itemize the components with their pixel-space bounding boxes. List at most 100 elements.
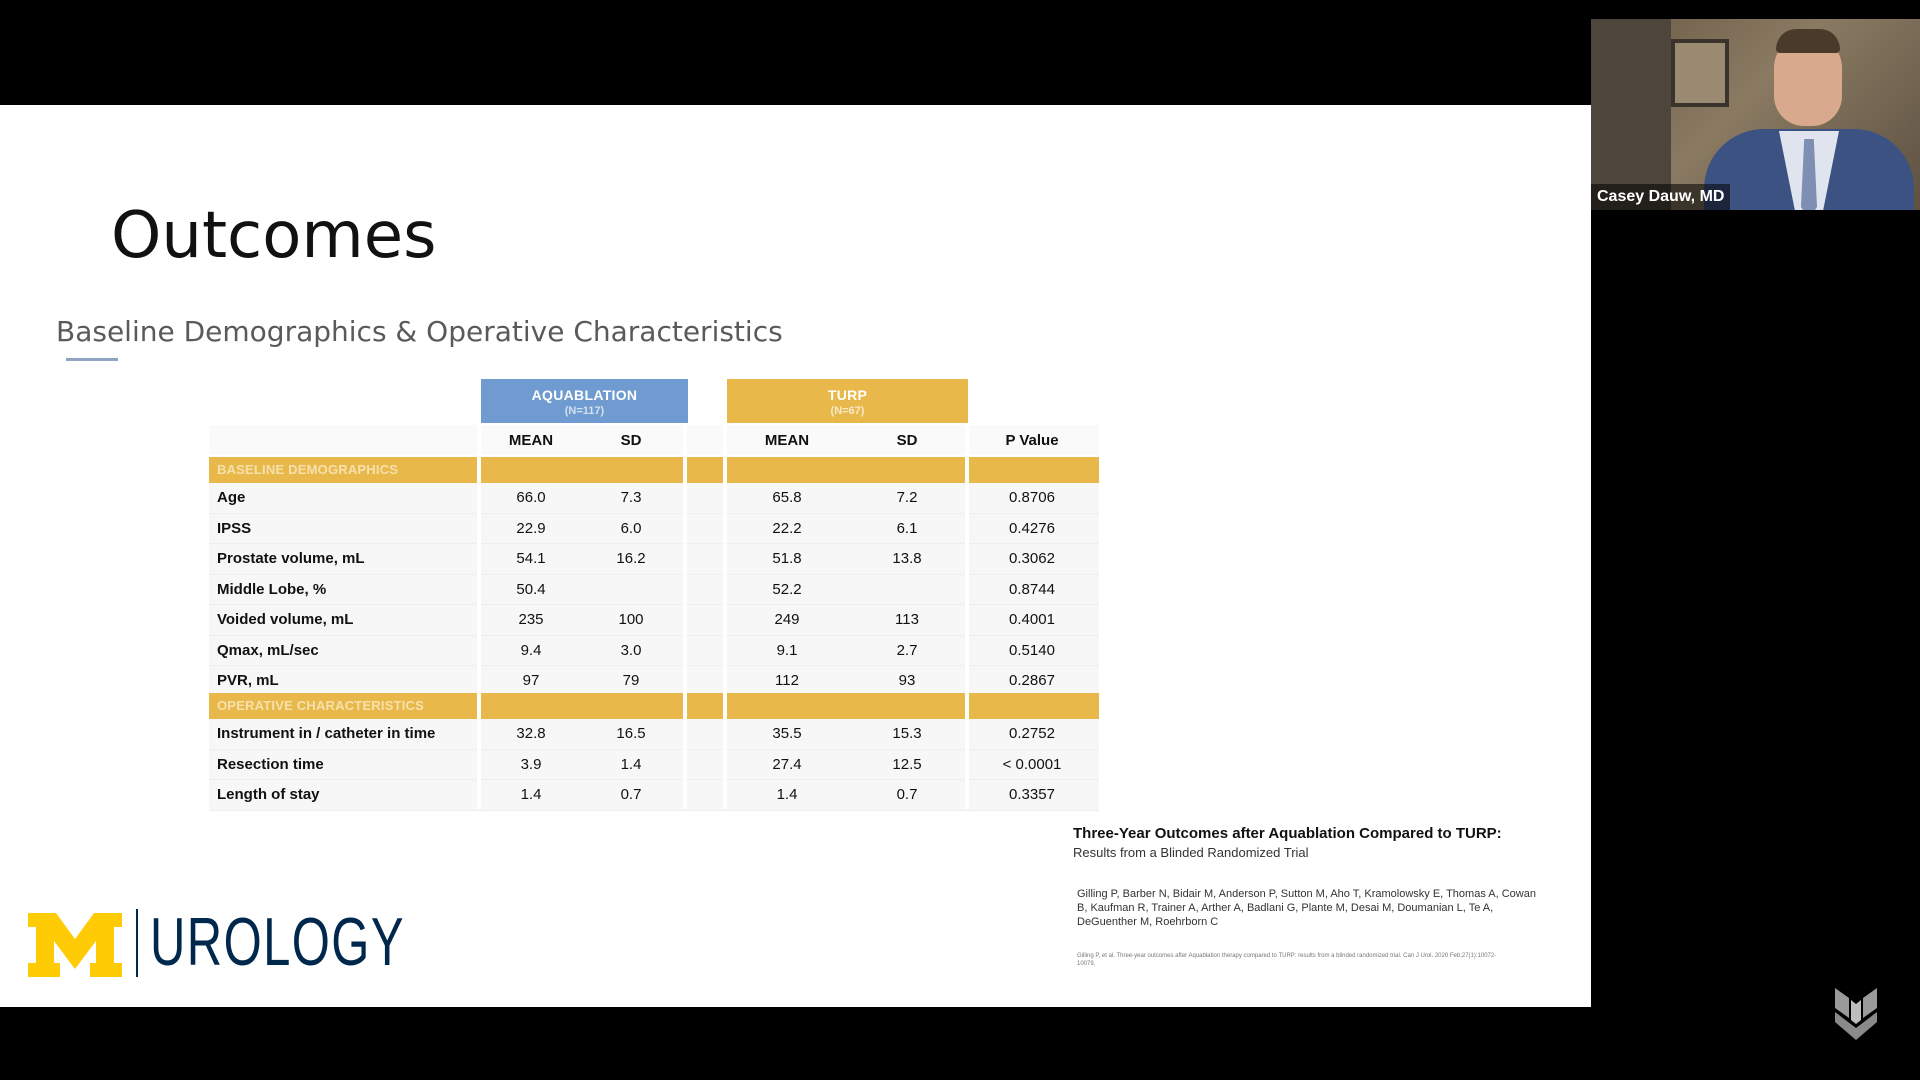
column-header: SD <box>620 431 642 449</box>
subtitle-underline <box>66 358 118 361</box>
table-cell: 9.1 <box>776 641 798 659</box>
row-label: Length of stay <box>217 786 320 804</box>
section-rows: Instrument in / catheter in time 32.8 16.5… <box>209 719 1099 811</box>
table-cell: 0.7 <box>896 786 918 804</box>
table-row: Age 66.0 7.3 65.8 7.2 0.8706 <box>209 483 1099 514</box>
table-cell: 93 <box>898 672 916 690</box>
row-label: Prostate volume, mL <box>217 550 365 568</box>
table-cell: 7.3 <box>620 489 642 507</box>
table-cell: 249 <box>774 611 800 629</box>
table-cell: 0.2752 <box>1009 725 1055 743</box>
speaker-video-tile[interactable]: Casey Dauw, MD <box>1591 19 1920 210</box>
speaker-name-label: Casey Dauw, MD <box>1591 184 1731 210</box>
table-cell: 3.0 <box>620 641 642 659</box>
table-cell: 0.3062 <box>1009 550 1055 568</box>
table-cell: 100 <box>618 611 644 629</box>
group-name: TURP <box>827 387 868 403</box>
table-cell: 7.2 <box>896 489 918 507</box>
table-cell: 51.8 <box>772 550 802 568</box>
presentation-slide: Outcomes Baseline Demographics & Operati… <box>0 105 1591 1007</box>
table-cell: 0.7 <box>620 786 642 804</box>
table-row: Qmax, mL/sec 9.4 3.0 9.1 2.7 0.5140 <box>209 635 1099 666</box>
table-cell: 54.1 <box>516 550 546 568</box>
table-cell: 27.4 <box>772 755 802 773</box>
logo-divider <box>136 909 138 977</box>
group-name: AQUABLATION <box>531 387 638 403</box>
table-cell: 3.9 <box>520 755 542 773</box>
column-separator <box>477 425 481 809</box>
block-m-icon <box>28 913 122 977</box>
row-label: Qmax, mL/sec <box>217 641 319 659</box>
table-cell: 50.4 <box>516 580 546 598</box>
table-cell: 15.3 <box>892 725 922 743</box>
logo-text: UROLOGY <box>150 904 405 980</box>
table-cell: 97 <box>522 672 540 690</box>
table-cell: 65.8 <box>772 489 802 507</box>
video-background <box>1671 39 1729 107</box>
speaker-figure <box>1776 29 1840 53</box>
table-cell: 0.5140 <box>1009 641 1055 659</box>
table-cell <box>847 575 967 605</box>
table-cell: 0.3357 <box>1009 786 1055 804</box>
table-cell: 2.7 <box>896 641 918 659</box>
row-label: IPSS <box>217 519 252 537</box>
table-cell: 52.2 <box>772 580 802 598</box>
group-n: (N=67) <box>830 405 865 417</box>
table-cell: 66.0 <box>516 489 546 507</box>
table-cell: 113 <box>895 611 919 629</box>
table-row: Length of stay 1.4 0.7 1.4 0.7 0.3357 <box>209 780 1099 811</box>
group-header-turp: TURP (N=67) <box>727 379 968 423</box>
row-label: Resection time <box>217 755 324 773</box>
row-label: PVR, mL <box>217 672 279 690</box>
table-cell: 1.4 <box>620 755 642 773</box>
table-cell: 79 <box>622 672 640 690</box>
group-header-aquablation: AQUABLATION (N=117) <box>481 379 688 423</box>
table-cell: 6.1 <box>896 519 918 537</box>
column-separator <box>683 425 687 809</box>
table-cell: 35.5 <box>772 725 802 743</box>
table-row: Voided volume, mL 235 100 249 113 0.4001 <box>209 605 1099 636</box>
table-cell <box>581 575 681 605</box>
shield-logo-icon <box>1835 988 1877 1040</box>
speaker-figure <box>1801 139 1817 210</box>
reference-title: Three-Year Outcomes after Aquablation Co… <box>1073 825 1502 842</box>
table-cell: 6.0 <box>620 519 642 537</box>
column-header: MEAN <box>764 431 810 449</box>
row-label: Voided volume, mL <box>217 611 354 629</box>
column-header: P Value <box>1005 431 1059 449</box>
section-band: BASELINE DEMOGRAPHICS <box>209 457 1099 483</box>
table-row: Resection time 3.9 1.4 27.4 12.5 < 0.0001 <box>209 749 1099 780</box>
table-cell: 0.4276 <box>1009 519 1055 537</box>
table-cell: 0.8744 <box>1009 580 1055 598</box>
section-label: BASELINE DEMOGRAPHICS <box>217 462 399 477</box>
table-cell: 0.8706 <box>1009 489 1055 507</box>
table-row: Prostate volume, mL 54.1 16.2 51.8 13.8 0.306… <box>209 544 1099 575</box>
table-cell: 22.9 <box>516 519 546 537</box>
table-cell: 0.2867 <box>1009 672 1055 690</box>
table-cell: 1.4 <box>776 786 798 804</box>
table-group-header: AQUABLATION (N=117) TURP (N=67) <box>209 379 1099 423</box>
table-cell: < 0.0001 <box>1002 755 1062 773</box>
table-cell: 32.8 <box>516 725 546 743</box>
video-background <box>1591 19 1671 210</box>
table-cell: 1.4 <box>520 786 542 804</box>
table-cell: 112 <box>775 672 799 690</box>
column-header: MEAN <box>508 431 554 449</box>
table-cell: 22.2 <box>772 519 802 537</box>
row-label: Instrument in / catheter in time <box>217 725 436 743</box>
reference-citation: Gilling P, et al. Three-year outcomes af… <box>1077 953 1497 967</box>
slide-title: Outcomes <box>111 199 437 273</box>
row-label: Middle Lobe, % <box>217 580 327 598</box>
section-rows: Age 66.0 7.3 65.8 7.2 0.8706 IPSS 22.9 6.0 22.2 6.… <box>209 483 1099 697</box>
column-separator <box>723 425 727 809</box>
table-row: Instrument in / catheter in time 32.8 16.5… <box>209 719 1099 750</box>
table-cell: 13.8 <box>892 550 922 568</box>
column-separator <box>965 425 969 809</box>
table-cell: 9.4 <box>520 641 542 659</box>
reference-authors: Gilling P, Barber N, Bidair M, Anderson … <box>1077 888 1536 928</box>
table-cell: 0.4001 <box>1009 611 1055 629</box>
section-band: OPERATIVE CHARACTERISTICS <box>209 693 1099 719</box>
table-column-headers: MEAN SD MEAN SD P Value <box>209 425 1099 455</box>
slide-subtitle: Baseline Demographics & Operative Charac… <box>56 315 783 348</box>
table-cell: 235 <box>518 611 544 629</box>
